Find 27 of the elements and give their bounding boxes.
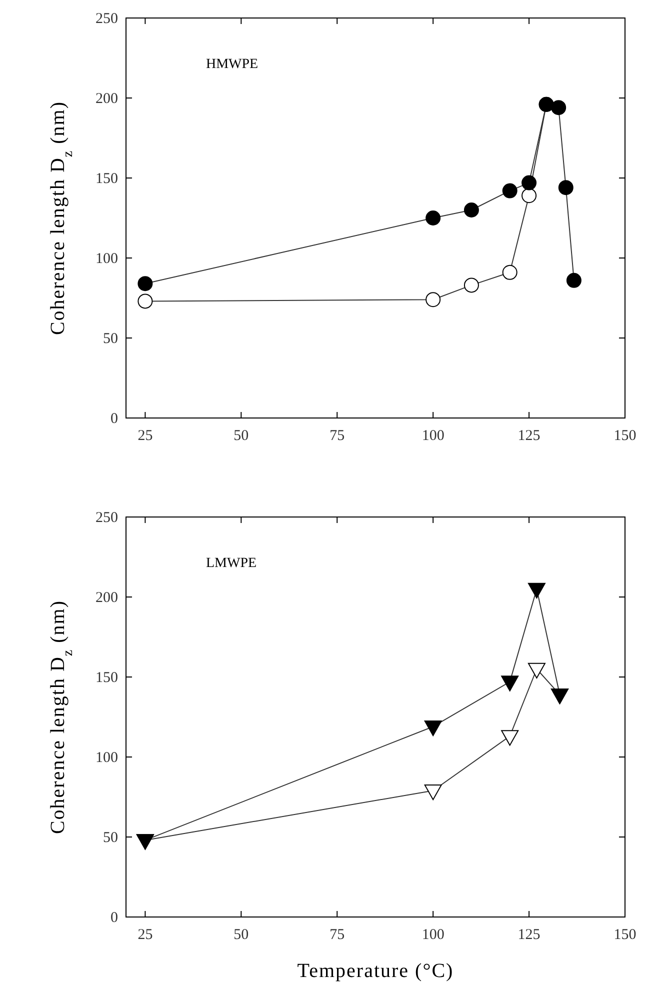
x-tick-label: 50 — [234, 428, 249, 444]
y-tick-label: 0 — [110, 910, 118, 926]
y-tick-label: 50 — [103, 331, 118, 347]
x-tick-label: 25 — [138, 927, 153, 943]
y-tick-label: 0 — [110, 411, 118, 427]
y-tick-label: 100 — [96, 750, 118, 766]
x-tick-label: 100 — [422, 428, 444, 444]
x-tick-label: 50 — [234, 927, 249, 943]
y-tick-label: 50 — [103, 830, 118, 846]
x-axis-title: Temperature (°C) — [297, 960, 454, 982]
x-tick-label: 125 — [518, 927, 540, 943]
x-tick-label: 75 — [330, 927, 345, 943]
y-tick-label: 150 — [96, 670, 118, 686]
x-tick-label: 125 — [518, 428, 540, 444]
x-tick-label: 100 — [422, 927, 444, 943]
x-tick-label: 75 — [330, 428, 345, 444]
annotation: LMWPE — [206, 556, 257, 571]
y-tick-label: 250 — [96, 510, 118, 526]
y-tick-label: 250 — [96, 11, 118, 27]
y-tick-label: 200 — [96, 590, 118, 606]
annotation: HMWPE — [206, 57, 258, 72]
x-tick-label: 150 — [614, 927, 636, 943]
y-tick-label: 100 — [96, 251, 118, 267]
y-tick-label: 150 — [96, 171, 118, 187]
x-tick-label: 150 — [614, 428, 636, 444]
x-tick-label: 25 — [138, 428, 153, 444]
y-tick-label: 200 — [96, 91, 118, 107]
